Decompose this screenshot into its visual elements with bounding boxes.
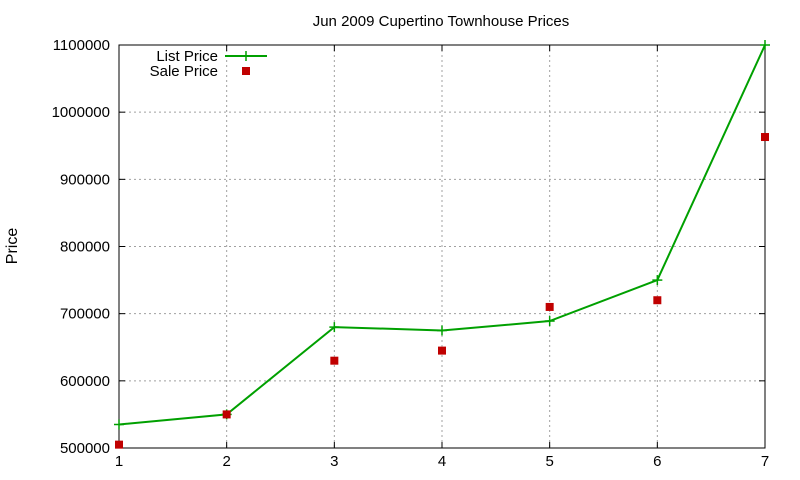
sale-price-point bbox=[438, 346, 446, 355]
sale-price-point bbox=[115, 440, 123, 449]
sale-price-point bbox=[545, 302, 554, 311]
x-tick-label: 1 bbox=[115, 453, 123, 470]
series bbox=[114, 40, 770, 449]
y-tick-label: 800000 bbox=[60, 239, 110, 256]
legend-label-sale-price: Sale Price bbox=[150, 63, 218, 80]
list-price-point bbox=[329, 322, 340, 333]
y-tick-label: 1000000 bbox=[52, 104, 110, 121]
legend-symbol-list-price bbox=[225, 51, 267, 61]
x-tick-label: 4 bbox=[438, 453, 446, 470]
x-tick-label: 3 bbox=[330, 453, 338, 470]
list-price-point bbox=[652, 275, 663, 286]
legend-symbol-sale-price bbox=[242, 67, 250, 75]
legend-marker-sale-price bbox=[242, 67, 250, 75]
list-price-point bbox=[760, 40, 770, 50]
x-tick-labels: 1 2 3 4 5 6 7 bbox=[115, 453, 769, 470]
sale-price-point bbox=[653, 296, 662, 305]
sale-price-point bbox=[222, 410, 231, 419]
y-axis-label: Price bbox=[4, 228, 21, 265]
y-tick-label: 700000 bbox=[60, 306, 110, 323]
plot-frame bbox=[118, 44, 766, 449]
y-tick-label: 900000 bbox=[60, 171, 110, 188]
sale-price-point bbox=[761, 133, 769, 142]
y-tick-labels: 500000 600000 700000 800000 900000 1000000 110… bbox=[52, 37, 110, 457]
x-tick-label: 5 bbox=[545, 453, 553, 470]
list-price-point bbox=[114, 419, 124, 430]
legend-marker-list-price bbox=[241, 51, 251, 61]
x-tick-label: 6 bbox=[653, 453, 661, 470]
list-price-point bbox=[437, 325, 447, 336]
y-tick-label: 1100000 bbox=[53, 37, 110, 54]
x-tick-label: 2 bbox=[222, 453, 230, 470]
y-tick-label: 600000 bbox=[60, 373, 110, 390]
legend: List Price Sale Price bbox=[150, 48, 267, 80]
list-price-point bbox=[544, 316, 555, 327]
x-tick-label: 7 bbox=[761, 453, 769, 470]
sale-price-point bbox=[330, 356, 339, 365]
chart-title: Jun 2009 Cupertino Townhouse Prices bbox=[313, 13, 570, 30]
grid bbox=[119, 45, 765, 448]
legend-label-list-price: List Price bbox=[156, 48, 218, 65]
y-tick-label: 500000 bbox=[60, 440, 110, 457]
